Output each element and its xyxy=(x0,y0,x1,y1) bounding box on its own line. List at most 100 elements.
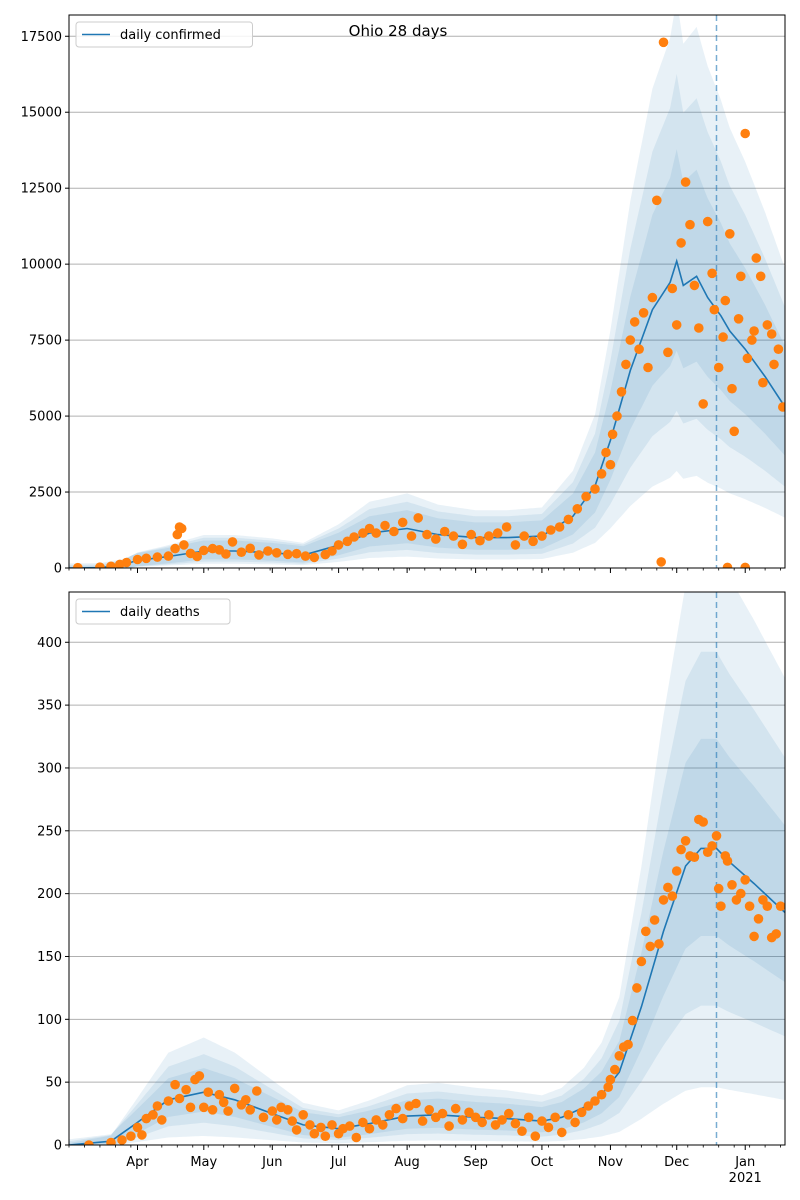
data-point xyxy=(590,484,600,494)
data-point xyxy=(581,491,591,502)
data-point xyxy=(132,554,143,565)
x-tick-label: Jun xyxy=(261,1155,282,1170)
data-point xyxy=(671,866,682,876)
y-tick-label: 7500 xyxy=(29,334,62,349)
data-point xyxy=(576,1107,587,1118)
data-point xyxy=(632,983,642,993)
data-point xyxy=(199,545,209,556)
data-point xyxy=(663,347,673,358)
data-point xyxy=(711,831,722,841)
data-point xyxy=(422,529,432,540)
data-point xyxy=(439,526,450,537)
data-point xyxy=(557,1127,567,1138)
data-point xyxy=(667,891,678,901)
data-point xyxy=(713,883,724,894)
data-point xyxy=(725,229,735,239)
data-point xyxy=(603,1082,613,1092)
data-point xyxy=(766,329,777,339)
data-point xyxy=(475,535,485,546)
data-point xyxy=(378,1120,388,1130)
data-point xyxy=(364,1123,375,1134)
data-point xyxy=(709,304,720,315)
data-point xyxy=(450,1103,461,1114)
data-point xyxy=(570,1117,580,1128)
data-point xyxy=(729,426,739,437)
y-tick-label: 400 xyxy=(37,636,62,651)
data-point xyxy=(121,557,132,568)
data-point xyxy=(641,926,651,937)
data-point xyxy=(236,547,247,557)
data-point xyxy=(652,195,662,206)
data-point xyxy=(349,532,359,542)
data-point xyxy=(309,552,320,563)
data-point xyxy=(543,1122,554,1133)
data-point xyxy=(241,1095,251,1105)
data-point xyxy=(484,531,494,541)
data-point xyxy=(389,526,399,537)
data-point xyxy=(733,314,744,324)
y-tick-label: 15000 xyxy=(21,106,62,121)
data-point xyxy=(740,128,750,139)
data-point xyxy=(596,1089,607,1100)
data-point xyxy=(758,377,768,388)
y-tick-label: 12500 xyxy=(21,182,62,197)
data-point xyxy=(417,1116,428,1126)
data-point xyxy=(605,459,616,470)
data-point xyxy=(73,562,83,568)
data-point xyxy=(621,359,631,370)
data-point xyxy=(223,1106,233,1116)
data-point xyxy=(647,292,658,303)
axes-frame xyxy=(68,14,786,569)
data-point xyxy=(736,888,746,899)
data-point xyxy=(152,1101,163,1111)
data-point xyxy=(300,551,311,561)
data-point xyxy=(612,411,622,421)
data-point xyxy=(221,549,231,559)
x-tick-label: May xyxy=(190,1155,217,1170)
data-point xyxy=(713,362,724,373)
legend-box xyxy=(75,21,253,48)
data-point xyxy=(747,335,757,345)
data-point xyxy=(616,387,627,397)
y-tick-label: 350 xyxy=(37,699,62,714)
data-point xyxy=(623,1039,633,1050)
data-point xyxy=(636,956,647,967)
data-point xyxy=(163,551,174,561)
legend-label: daily deaths xyxy=(120,605,200,620)
data-point xyxy=(625,335,636,345)
data-point xyxy=(629,317,640,327)
data-point xyxy=(291,548,302,559)
data-point xyxy=(245,1105,255,1115)
data-point xyxy=(437,1108,448,1119)
data-point xyxy=(546,525,556,535)
data-point xyxy=(84,1140,94,1145)
data-point xyxy=(649,915,660,925)
data-point xyxy=(755,271,766,282)
plot-area xyxy=(69,592,785,1145)
data-point xyxy=(676,844,686,855)
data-point xyxy=(707,268,717,279)
data-point xyxy=(258,1112,269,1123)
data-point xyxy=(590,1096,600,1106)
data-point xyxy=(457,1115,468,1125)
data-point xyxy=(174,1093,185,1104)
data-point xyxy=(444,1121,454,1131)
data-point xyxy=(287,1116,298,1126)
data-point xyxy=(583,1101,594,1111)
data-point xyxy=(283,549,293,560)
data-point xyxy=(722,562,733,568)
data-point xyxy=(610,1064,620,1075)
data-point xyxy=(658,37,669,48)
data-point xyxy=(271,1115,282,1125)
data-point xyxy=(607,429,618,440)
data-point xyxy=(411,1098,421,1109)
data-point xyxy=(676,238,686,248)
data-point xyxy=(298,1110,309,1120)
y-tick-label: 300 xyxy=(37,761,62,776)
x-tick-label: Jan xyxy=(734,1155,755,1170)
data-point xyxy=(327,1120,337,1130)
data-point xyxy=(431,534,441,544)
data-point xyxy=(351,1132,362,1143)
data-point xyxy=(283,1105,293,1115)
